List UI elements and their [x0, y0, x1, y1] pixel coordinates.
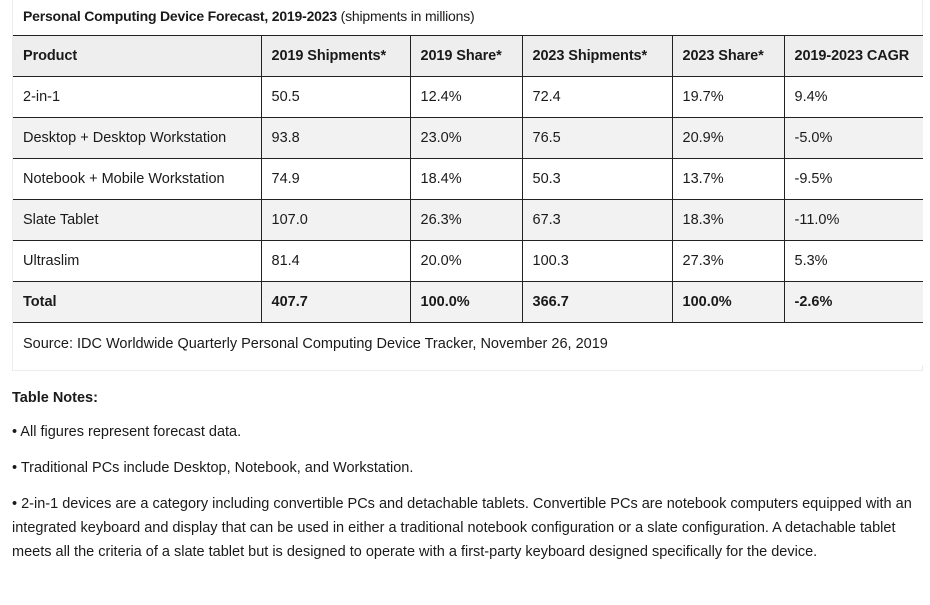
table-row: 2-in-1 50.5 12.4% 72.4 19.7% 9.4% — [13, 76, 923, 118]
table-caption: Personal Computing Device Forecast, 2019… — [23, 7, 475, 25]
forecast-table-container: Personal Computing Device Forecast, 2019… — [12, 0, 923, 371]
total-cagr: -2.6% — [783, 281, 923, 323]
note-item: • All figures represent forecast data. — [12, 424, 242, 440]
cell-cagr: 5.3% — [783, 240, 923, 282]
total-2019-shipments: 407.7 — [260, 281, 410, 323]
cell-cagr: -5.0% — [783, 117, 923, 159]
cell-cagr: -11.0% — [783, 199, 923, 241]
cell-2019-shipments: 107.0 — [260, 199, 410, 241]
note-item: • 2-in-1 devices are a category includin… — [12, 496, 912, 560]
cell-product: 2-in-1 — [13, 76, 261, 118]
cell-cagr: 9.4% — [783, 76, 923, 118]
cell-2023-share: 13.7% — [671, 158, 784, 200]
header-2023-share: 2023 Share* — [671, 35, 784, 77]
total-2023-share: 100.0% — [671, 281, 784, 323]
table-row: Ultraslim 81.4 20.0% 100.3 27.3% 5.3% — [13, 240, 923, 282]
total-2019-share: 100.0% — [409, 281, 522, 323]
source-row: Source: IDC Worldwide Quarterly Personal… — [13, 322, 923, 365]
cell-2019-shipments: 50.5 — [260, 76, 410, 118]
table-total-row: Total 407.7 100.0% 366.7 100.0% -2.6% — [13, 281, 923, 323]
header-2023-shipments: 2023 Shipments* — [521, 35, 672, 77]
cell-2019-share: 20.0% — [409, 240, 522, 282]
forecast-table: Product 2019 Shipments* 2019 Share* 2023… — [13, 35, 923, 365]
header-2019-share: 2019 Share* — [409, 35, 522, 77]
cell-2019-shipments: 93.8 — [260, 117, 410, 159]
header-product: Product — [13, 35, 261, 77]
table-header-row: Product 2019 Shipments* 2019 Share* 2023… — [13, 35, 923, 77]
total-label: Total — [13, 281, 261, 323]
cell-2023-shipments: 50.3 — [521, 158, 672, 200]
table-row: Desktop + Desktop Workstation 93.8 23.0%… — [13, 117, 923, 159]
cell-2019-share: 23.0% — [409, 117, 522, 159]
total-2023-shipments: 366.7 — [521, 281, 672, 323]
cell-2019-share: 18.4% — [409, 158, 522, 200]
cell-2023-share: 18.3% — [671, 199, 784, 241]
cell-2023-share: 19.7% — [671, 76, 784, 118]
cell-2019-shipments: 81.4 — [260, 240, 410, 282]
cell-2019-share: 26.3% — [409, 199, 522, 241]
table-row: Notebook + Mobile Workstation 74.9 18.4%… — [13, 158, 923, 200]
table-subtitle: (shipments in millions) — [336, 8, 475, 24]
cell-2023-share: 20.9% — [671, 117, 784, 159]
cell-2019-shipments: 74.9 — [260, 158, 410, 200]
cell-2019-share: 12.4% — [409, 76, 522, 118]
cell-2023-share: 27.3% — [671, 240, 784, 282]
header-cagr: 2019-2023 CAGR — [783, 35, 923, 77]
cell-2023-shipments: 67.3 — [521, 199, 672, 241]
cell-2023-shipments: 100.3 — [521, 240, 672, 282]
table-notes: Table Notes: • All figures represent for… — [12, 388, 917, 576]
table-title: Personal Computing Device Forecast, 2019… — [23, 8, 337, 24]
cell-2023-shipments: 72.4 — [521, 76, 672, 118]
table-row: Slate Tablet 107.0 26.3% 67.3 18.3% -11.… — [13, 199, 923, 241]
source-note: Source: IDC Worldwide Quarterly Personal… — [13, 322, 923, 365]
cell-2023-shipments: 76.5 — [521, 117, 672, 159]
note-item: • Traditional PCs include Desktop, Noteb… — [12, 460, 414, 476]
cell-product: Ultraslim — [13, 240, 261, 282]
cell-product: Desktop + Desktop Workstation — [13, 117, 261, 159]
header-2019-shipments: 2019 Shipments* — [260, 35, 410, 77]
notes-title: Table Notes: — [12, 390, 98, 406]
cell-cagr: -9.5% — [783, 158, 923, 200]
cell-product: Slate Tablet — [13, 199, 261, 241]
cell-product: Notebook + Mobile Workstation — [13, 158, 261, 200]
